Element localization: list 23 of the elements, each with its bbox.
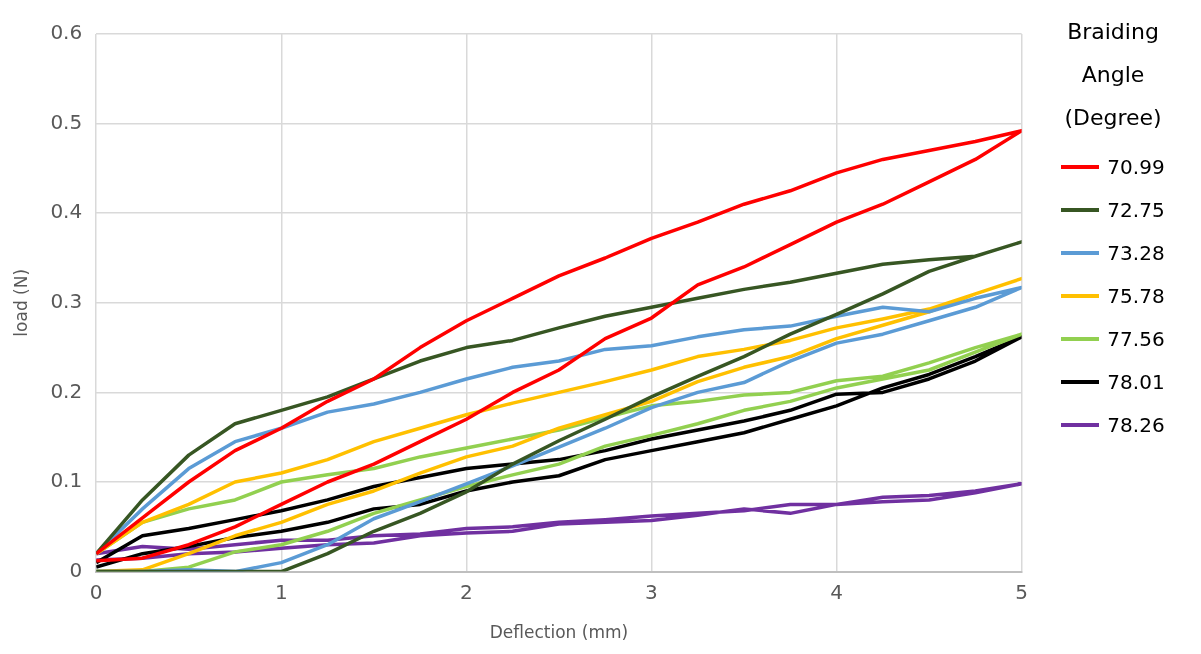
legend-label: 73.28 — [1107, 240, 1165, 265]
y-tick-label: 0.5 — [50, 109, 83, 134]
y-tick-label: 0.4 — [50, 199, 83, 224]
legend-title: Braiding Angle (Degree) — [1063, 18, 1163, 132]
legend-label: 78.01 — [1107, 369, 1165, 394]
y-tick-label: 0.1 — [50, 468, 83, 493]
legend-label: 70.99 — [1107, 154, 1165, 179]
x-axis-title: Deflection (mm) — [489, 622, 629, 643]
y-tick-label: 0.6 — [50, 20, 83, 45]
y-tick-label: 0.2 — [50, 378, 83, 403]
x-tick-label: 3 — [645, 579, 658, 604]
x-tick-label: 0 — [89, 579, 103, 604]
y-tick-label: 0 — [69, 557, 83, 582]
x-tick-label: 1 — [274, 579, 288, 604]
legend-label: 72.75 — [1107, 197, 1165, 222]
y-tick-label: 0.3 — [50, 289, 83, 313]
x-tick-label: 4 — [830, 579, 843, 604]
x-tick-label: 2 — [460, 579, 473, 604]
legend-label: 78.26 — [1107, 412, 1165, 437]
legend-label: 77.56 — [1107, 326, 1165, 351]
x-tick-label: 5 — [1015, 579, 1028, 604]
legend-label: 75.78 — [1107, 283, 1165, 308]
y-axis-title: load (N) — [10, 268, 31, 337]
